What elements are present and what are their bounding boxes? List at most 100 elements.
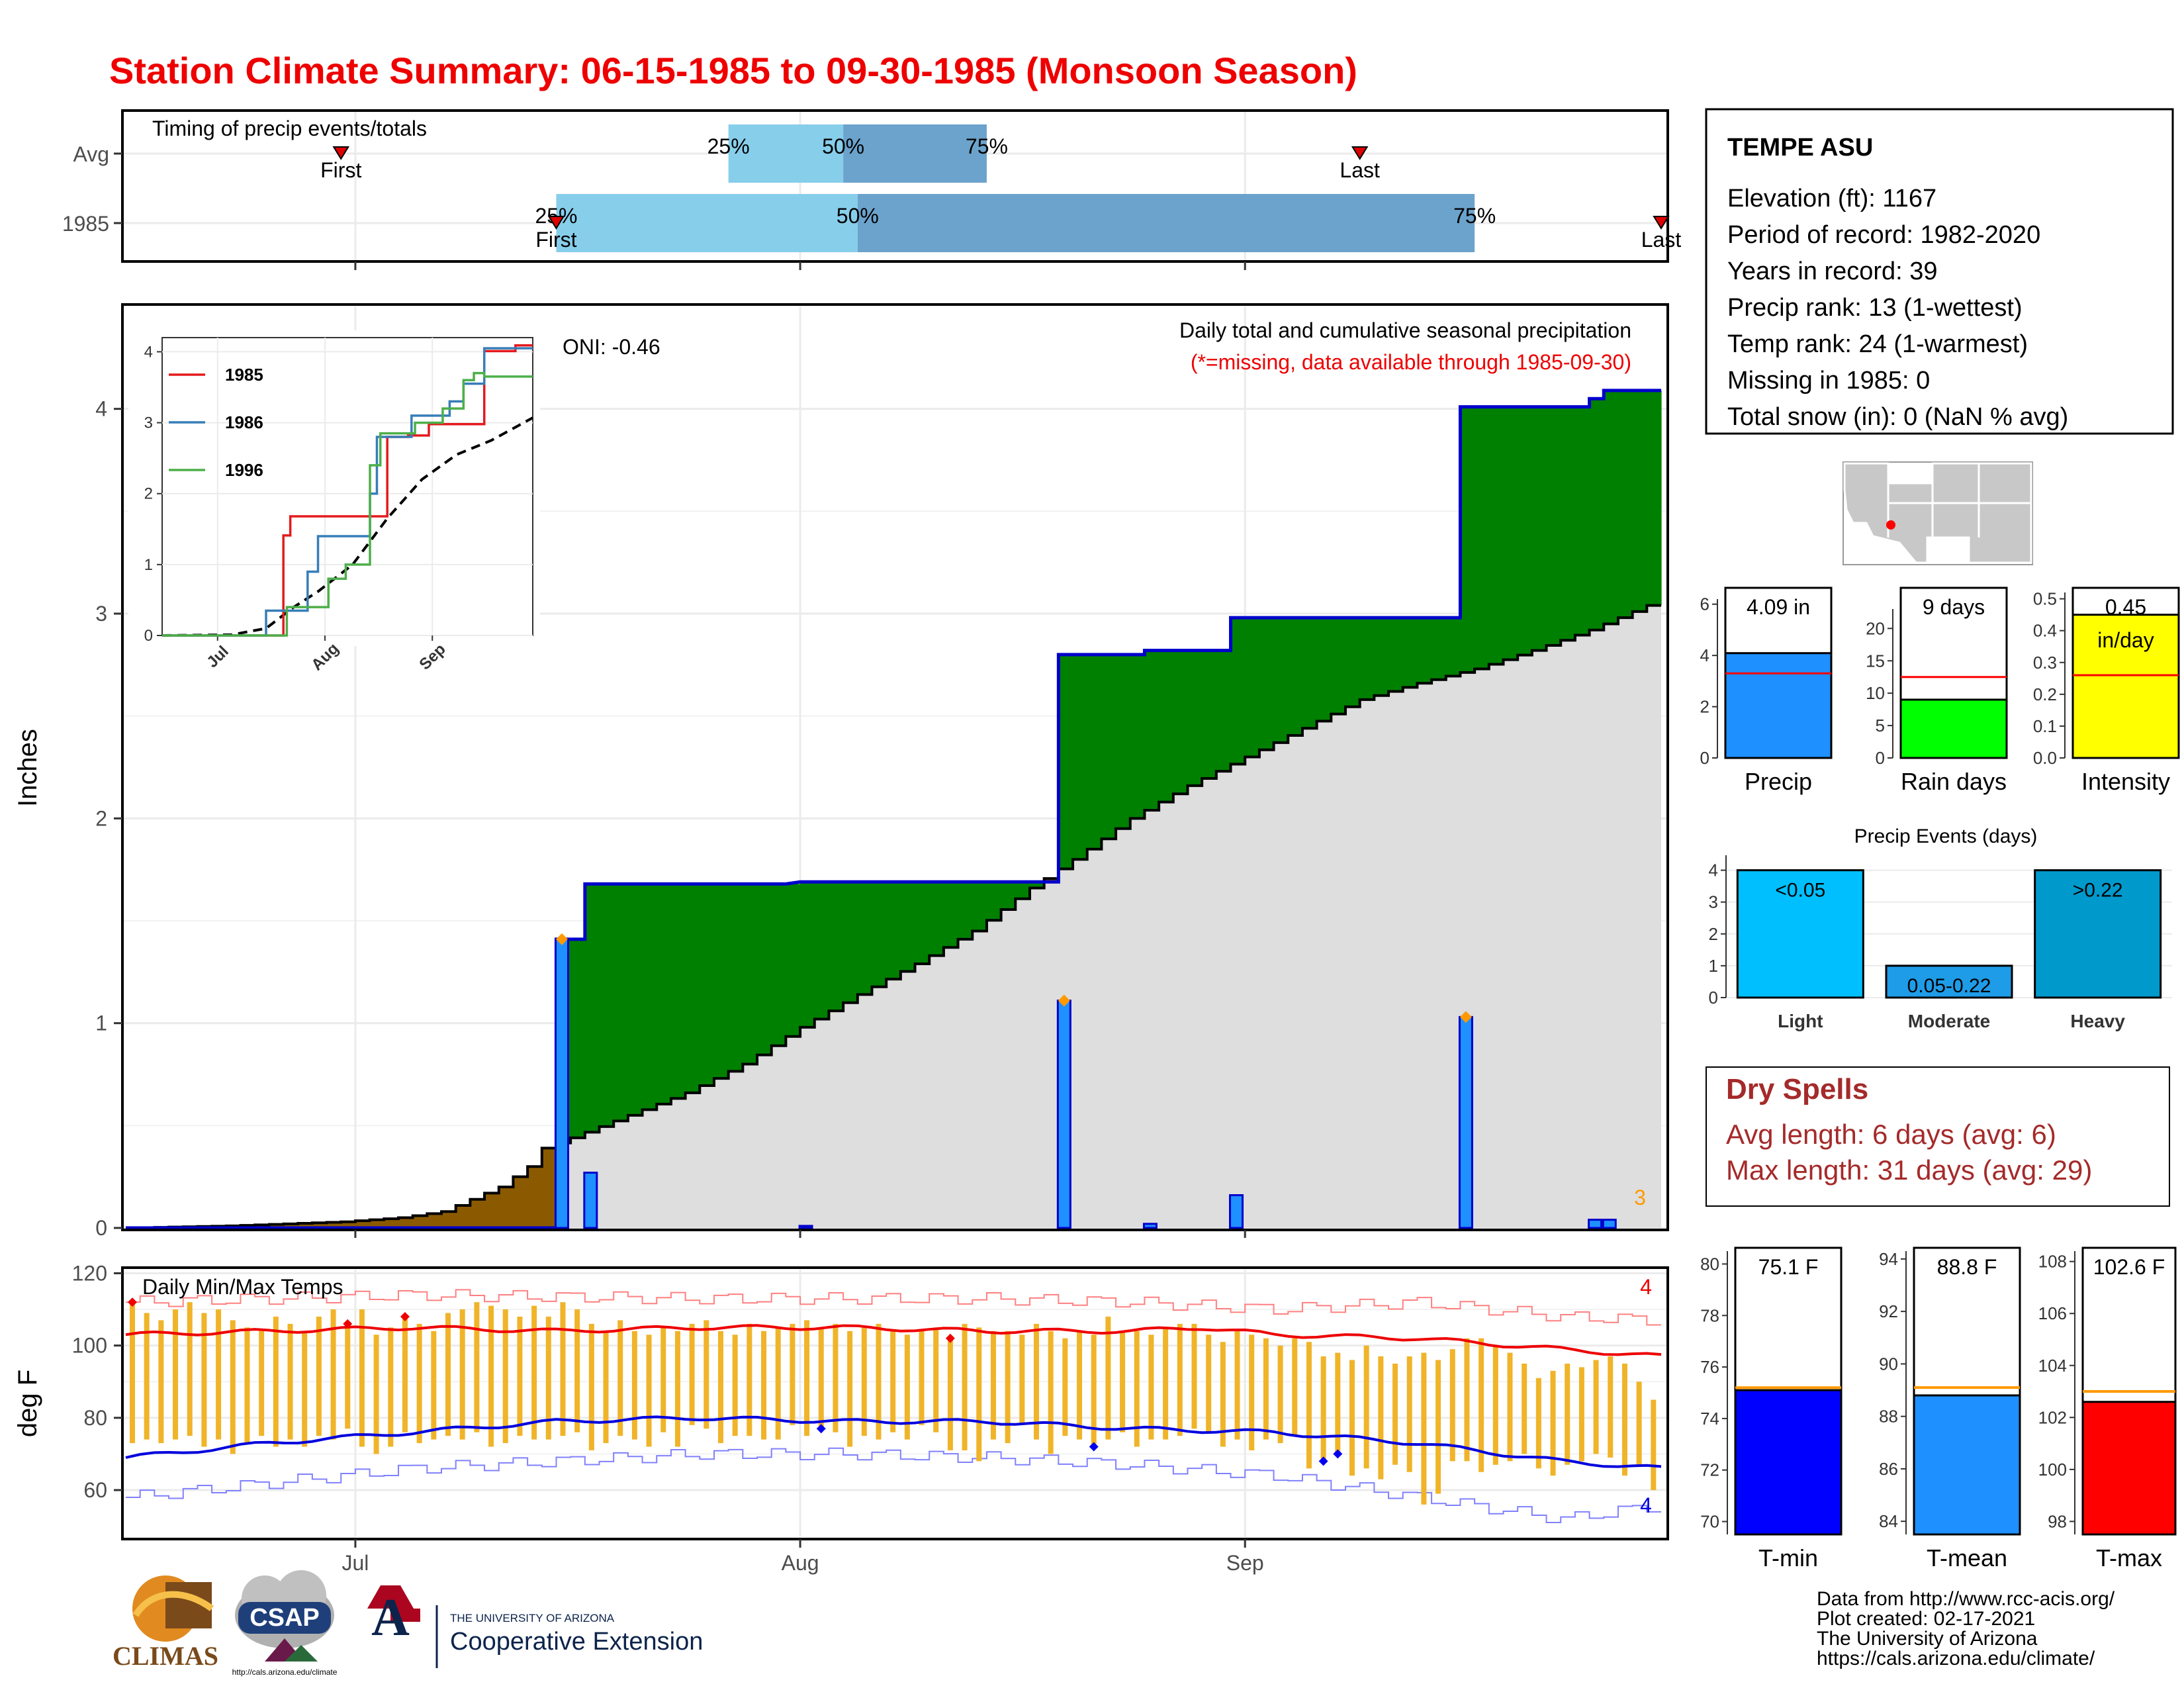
x-axis-month-label: Aug <box>782 1551 819 1575</box>
daily-temp-bar <box>173 1309 179 1440</box>
daily-temp-bar <box>1479 1338 1484 1472</box>
gauge-tick-label: 92 <box>1879 1301 1898 1321</box>
daily-temp-bar <box>660 1327 666 1432</box>
gauge-label: T-min <box>1758 1544 1818 1571</box>
daily-temp-bar <box>431 1331 437 1440</box>
gauge-label: T-mean <box>1927 1544 2007 1571</box>
q75-label: 75% <box>1453 204 1496 228</box>
deficit-band <box>527 1166 543 1228</box>
gauge-value-label: 0.45 <box>2105 595 2146 619</box>
quartile-bar-upper <box>857 194 1475 252</box>
daily-temp-bar <box>818 1327 824 1429</box>
surplus-band <box>843 882 858 1003</box>
daily-temp-bar <box>1091 1335 1097 1447</box>
surplus-band <box>670 884 686 1099</box>
daily-temp-bar <box>1077 1331 1083 1440</box>
surplus-band <box>1503 406 1518 660</box>
deficit-band <box>498 1187 514 1228</box>
gauge-tick-label: 74 <box>1700 1409 1719 1429</box>
daily-temp-bar <box>775 1327 781 1440</box>
surplus-band <box>900 882 916 972</box>
daily-temp-bar <box>804 1320 810 1436</box>
daily-temp-bar <box>531 1305 537 1440</box>
surplus-band <box>1101 654 1116 839</box>
surplus-band <box>700 884 715 1086</box>
daily-temp-bar <box>1249 1335 1255 1450</box>
x-axis-month-label: Sep <box>1226 1551 1264 1575</box>
surplus-band <box>1202 650 1217 779</box>
gauge-value-label: 102.6 F <box>2093 1255 2165 1279</box>
surplus-band <box>1288 618 1303 736</box>
csap-url: http://cals.arizona.edu/climate <box>232 1667 338 1677</box>
gauge-t-mean: 84 86 88 90 92 94 88.8 F T-mean <box>1879 1246 2021 1571</box>
gauge-tick-label: 88 <box>1879 1407 1898 1427</box>
daily-temp-bar <box>631 1331 637 1440</box>
daily-temp-bar <box>747 1323 752 1436</box>
daily-temp-bar <box>158 1320 164 1444</box>
surplus-band <box>1432 618 1447 680</box>
surplus-band <box>1058 654 1073 869</box>
daily-temp-bar <box>919 1331 925 1425</box>
surplus-band <box>958 882 973 939</box>
tmin-average-line <box>125 1415 1662 1468</box>
cumulative-1985-line <box>126 389 1661 1230</box>
deficit-band <box>541 1148 557 1228</box>
daily-temp-bar <box>1105 1316 1111 1440</box>
surplus-band <box>1445 618 1461 677</box>
temp-ytick-label: 80 <box>83 1406 107 1430</box>
gauge-value-bar <box>1899 698 2008 759</box>
quartile-bar-lower <box>556 194 858 252</box>
credit-line: https://cals.arizona.edu/climate/ <box>1817 1648 2095 1669</box>
inset-ytick-label: 0 <box>144 627 153 645</box>
daily-temp-bar <box>1062 1338 1068 1436</box>
surplus-band <box>1574 406 1590 635</box>
daily-temp-bar <box>876 1323 882 1440</box>
deficit-band <box>384 1219 399 1228</box>
ua-logo: A THE UNIVERSITY OF ARIZONA Cooperative … <box>367 1585 703 1668</box>
oni-value: ONI: -0.46 <box>563 335 660 359</box>
daily-temp-bar <box>1507 1352 1513 1462</box>
temp-ylabel: deg F <box>13 1370 42 1437</box>
daily-temp-bar <box>502 1309 508 1444</box>
surplus-band <box>872 882 887 987</box>
credit-line: Plot created: 02-17-2021 <box>1817 1608 2035 1630</box>
x-axis-month-label: Jul <box>341 1551 369 1575</box>
deficit-band <box>412 1215 428 1228</box>
surplus-band <box>1273 618 1289 743</box>
gauge-tick-label: 6 <box>1700 594 1709 614</box>
gauge-tick-label: 104 <box>2038 1356 2067 1376</box>
daily-temp-bar <box>1392 1363 1398 1465</box>
daily-temp-bar <box>474 1302 480 1432</box>
daily-temp-bar <box>1234 1331 1240 1440</box>
deficit-band <box>484 1193 500 1228</box>
gauge-value-bar <box>1913 1394 2021 1536</box>
tmax-average-line <box>125 1324 1662 1356</box>
tmin-count: 4 <box>1640 1493 1652 1517</box>
daily-temp-bar <box>1191 1323 1197 1429</box>
surplus-band <box>1144 650 1160 810</box>
daily-temp-bar <box>1148 1335 1154 1440</box>
gauge-tick-label: 98 <box>2048 1511 2067 1531</box>
record-low-marker <box>1089 1442 1099 1452</box>
daily-temp-bar <box>833 1323 839 1432</box>
station-line: Precip rank: 13 (1-wettest) <box>1727 294 2023 322</box>
daily-temp-bar <box>144 1313 150 1440</box>
daily-temp-bar <box>1435 1360 1441 1494</box>
station-line: Total snow (in): 0 (NaN % avg) <box>1727 403 2068 431</box>
gauge-tick-label: 86 <box>1879 1459 1898 1479</box>
daily-temp-bar <box>1636 1382 1642 1465</box>
surplus-band <box>657 884 672 1104</box>
surplus-band <box>857 882 873 995</box>
events-ytick-label: 1 <box>1709 956 1718 976</box>
events-bar-label: Light <box>1778 1011 1823 1031</box>
surplus-band <box>1388 618 1404 692</box>
daily-temp-bar <box>445 1313 451 1436</box>
gauge-tick-label: 0.1 <box>2033 716 2057 736</box>
gauge-tick-label: 102 <box>2038 1407 2067 1427</box>
surplus-band <box>728 884 743 1072</box>
daily-temp-bar <box>1651 1399 1657 1491</box>
daily-temp-bar <box>1320 1356 1326 1462</box>
surplus-band <box>1130 654 1146 819</box>
precip-ytick-label: 4 <box>95 397 107 421</box>
inset-plot-area <box>161 337 533 636</box>
